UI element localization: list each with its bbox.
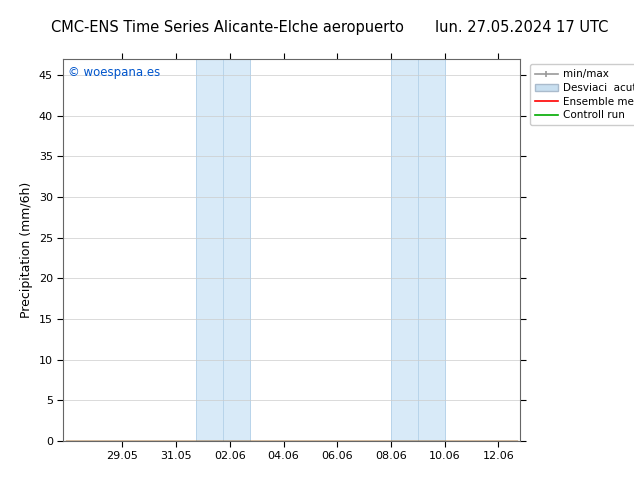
Text: CMC-ENS Time Series Alicante-Elche aeropuerto: CMC-ENS Time Series Alicante-Elche aerop… xyxy=(51,20,404,35)
Legend: min/max, Desviaci  acute;n est  acute;ndar, Ensemble mean run, Controll run: min/max, Desviaci acute;n est acute;ndar… xyxy=(529,64,634,125)
Bar xyxy=(391,59,418,441)
Bar xyxy=(223,59,250,441)
Text: © woespana.es: © woespana.es xyxy=(68,67,160,79)
Text: lun. 27.05.2024 17 UTC: lun. 27.05.2024 17 UTC xyxy=(436,20,609,35)
Bar xyxy=(418,59,444,441)
Bar xyxy=(197,59,223,441)
Y-axis label: Precipitation (mm/6h): Precipitation (mm/6h) xyxy=(20,182,34,318)
